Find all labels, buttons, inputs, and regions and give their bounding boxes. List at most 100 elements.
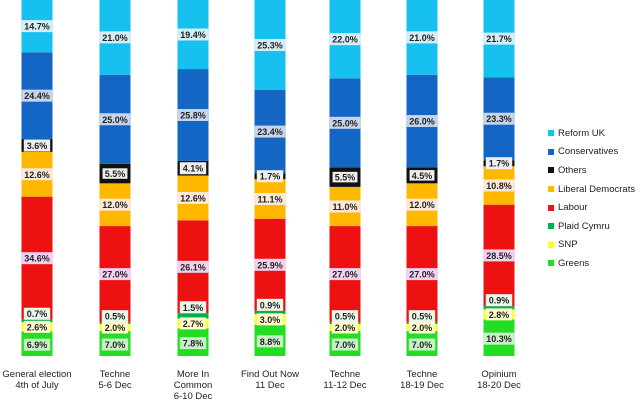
data-label-bg: [483, 332, 515, 345]
data-label-bg: [101, 338, 129, 351]
data-label: 0.9%: [260, 300, 281, 310]
data-label-bg: [21, 252, 53, 265]
data-label-bg: [483, 179, 515, 192]
data-label: 2.8%: [489, 310, 510, 320]
data-label: 14.7%: [24, 22, 50, 32]
data-label: 10.3%: [486, 334, 512, 344]
legend-label: Liberal Democrats: [558, 183, 636, 195]
legend-item-greens: Greens: [548, 254, 640, 273]
data-label: 26.0%: [409, 117, 435, 127]
data-label: 0.5%: [335, 312, 356, 322]
legend-swatch: [548, 186, 554, 193]
data-label-bg: [331, 310, 359, 323]
data-label-bg: [331, 321, 359, 334]
data-label-bg: [101, 310, 129, 323]
legend-item-liberal-democrats: Liberal Democrats: [548, 180, 640, 199]
legend-item-others: Others: [548, 161, 640, 180]
data-label: 2.0%: [412, 323, 433, 333]
data-label-bg: [406, 198, 438, 211]
data-label-bg: [179, 317, 207, 330]
data-label: 1.5%: [183, 303, 204, 313]
legend-swatch: [548, 148, 554, 155]
data-label: 0.5%: [412, 312, 433, 322]
data-label: 25.0%: [332, 118, 358, 128]
data-label-bg: [329, 200, 361, 213]
data-label: 21.0%: [102, 33, 128, 43]
data-label: 25.0%: [102, 115, 128, 125]
data-label: 12.0%: [102, 200, 128, 210]
data-label-bg: [23, 139, 51, 152]
legend-item-conservatives: Conservatives: [548, 143, 640, 162]
legend-label: SNP: [558, 239, 578, 251]
data-label-bg: [23, 320, 51, 333]
legend-item-snp: SNP: [548, 236, 640, 255]
data-label: 19.4%: [180, 30, 206, 40]
bar-segment-plaid-cymru: [254, 310, 286, 315]
legend-label: Plaid Cymru: [558, 220, 610, 232]
data-label: 7.0%: [335, 340, 356, 350]
data-label: 0.5%: [105, 312, 126, 322]
data-label-bg: [99, 31, 131, 44]
data-label-bg: [406, 31, 438, 44]
data-label: 28.5%: [486, 251, 512, 261]
data-label-bg: [179, 162, 207, 175]
data-label: 25.9%: [257, 260, 283, 270]
data-label-bg: [483, 32, 515, 45]
data-label-bg: [21, 168, 53, 181]
legend-label: Conservatives: [558, 146, 619, 158]
data-label-bg: [485, 157, 513, 170]
legend-swatch: [548, 223, 554, 230]
x-tick-label: More In Common 6-10 Dec: [174, 369, 213, 402]
data-label-bg: [408, 321, 436, 334]
legend-item-labour: Labour: [548, 198, 640, 217]
data-label: 2.7%: [183, 319, 204, 329]
data-label-bg: [406, 115, 438, 128]
x-tick-label: Techne 18-19 Dec: [400, 369, 444, 391]
data-label-bg: [256, 298, 284, 311]
data-label-bg: [256, 170, 284, 183]
data-label: 8.8%: [260, 337, 281, 347]
data-label: 12.6%: [180, 193, 206, 203]
data-label: 23.4%: [257, 127, 283, 137]
legend-item-plaid-cymru: Plaid Cymru: [548, 217, 640, 236]
data-label-bg: [331, 338, 359, 351]
data-label: 11.0%: [332, 202, 357, 212]
data-label: 6.9%: [27, 340, 48, 350]
data-label: 21.0%: [409, 33, 435, 43]
data-label: 7.8%: [183, 339, 204, 349]
data-label: 12.6%: [24, 170, 50, 180]
data-label-bg: [485, 308, 513, 321]
x-tick-label: Techne 5-6 Dec: [98, 369, 132, 391]
data-label-bg: [331, 170, 359, 184]
data-label-bg: [406, 268, 438, 281]
data-label-bg: [408, 168, 436, 183]
data-label: 34.6%: [24, 254, 50, 264]
data-label: 1.7%: [260, 172, 281, 182]
legend-swatch: [548, 130, 554, 137]
data-label: 10.8%: [486, 181, 512, 191]
data-label-bg: [99, 198, 131, 211]
data-label-bg: [256, 335, 284, 348]
data-label: 2.0%: [335, 323, 356, 333]
x-tick-label: Techne 11-12 Dec: [323, 369, 366, 391]
legend-swatch: [548, 204, 554, 211]
legend-swatch: [548, 260, 554, 267]
data-label-bg: [177, 260, 209, 273]
data-label: 21.7%: [486, 34, 512, 44]
data-label-bg: [254, 192, 286, 205]
data-label-bg: [329, 33, 361, 46]
data-label: 2.6%: [27, 322, 48, 332]
legend-swatch: [548, 241, 554, 248]
data-label-bg: [101, 321, 129, 334]
data-label: 23.3%: [486, 114, 512, 124]
data-label-bg: [483, 112, 515, 125]
legend-label: Reform UK: [558, 127, 605, 139]
data-label-bg: [23, 338, 51, 351]
data-label-bg: [177, 28, 209, 41]
data-label: 11.1%: [257, 194, 282, 204]
data-label: 24.4%: [24, 91, 50, 101]
legend-swatch: [548, 167, 554, 174]
data-label-bg: [329, 268, 361, 281]
data-label: 0.9%: [489, 296, 510, 306]
